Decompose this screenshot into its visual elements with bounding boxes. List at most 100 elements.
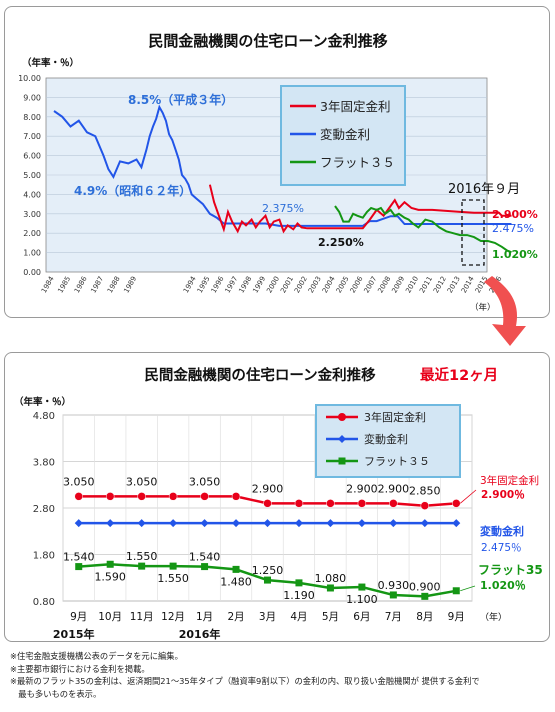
fixed-point [326,499,335,508]
flat-point [264,576,271,584]
fixed-data-label: 3.050 [63,475,95,488]
fixed-point [200,492,209,501]
top-x-unit: （年） [470,302,496,313]
fixed-point [294,499,304,508]
flat-point [169,562,177,570]
top-series-line [208,184,512,234]
top-end-label-fixed: 2.900% [492,208,538,221]
top-series-line [53,104,512,227]
flat-data-label: 0.930 [378,579,410,592]
bottom-legend-label: 3年固定金利 [364,410,426,424]
fixed-data-label: 3.050 [189,475,221,488]
top-x-tick-label: 2012 [432,275,448,294]
top-y-tick-label: 8.00 [23,113,41,122]
top-x-tick-label: 1999 [251,275,267,294]
bottom-x-tick-label: 9月 [70,611,87,623]
variable-point [452,519,461,528]
flat-data-label: 0.900 [409,580,441,593]
top-x-tick-label: 2002 [293,275,309,294]
bottom-x-tick-label: 6月 [353,611,370,623]
fixed-data-label: 2.900 [252,482,284,495]
bottom-year-label: 2015年 [53,627,95,641]
top-x-tick-label: 1989 [122,275,138,294]
top-chart-title: 民間金融機関の住宅ローン金利推移 [148,32,387,50]
variable-point [420,519,429,528]
bottom-x-tick-label: 1月 [196,611,213,623]
bottom-end-value-fixed: 2.900％ [481,489,525,501]
flat-data-label: 1.590 [94,570,126,583]
flat-data-label: 1.550 [157,572,189,585]
top-x-tick-label: 1998 [237,275,253,294]
top-x-tick-label: 2001 [279,275,295,294]
top-y-tick-label: 7.00 [23,132,41,141]
bottom-x-tick-label: 2月 [227,611,244,623]
top-x-tick-label: 1986 [73,275,89,295]
top-x-tick-label: 1987 [89,275,105,294]
fixed-point [105,492,115,501]
top-x-tick-label: 2009 [390,275,406,294]
bottom-x-tick-label: 10月 [98,611,122,623]
footnote: ※住宅金融支援機構公表のデータを元に編集。 [10,651,183,661]
bottom-legend-marker [338,435,346,443]
footnote: 最も多いものを表示。 [10,688,102,699]
variable-point [200,519,209,528]
bottom-legend-marker [338,413,346,421]
top-y-tick-label: 9.00 [23,93,41,102]
flat-point [106,560,114,568]
fixed-data-label: 2.900 [378,482,410,495]
flat-point [452,587,460,595]
variable-point [294,519,303,528]
bottom-y-tick-label: 2.80 [33,504,55,515]
variable-point [263,519,272,528]
top-x-tick-label: 2015 [474,275,490,294]
variable-point [326,519,335,528]
bottom-y-tick-label: 1.80 [33,551,55,562]
fixed-low-annotation: 2.250% [318,236,364,249]
bottom-end-value-variable: 2.475％ [481,542,522,554]
top-end-label-flat: 1.020% [492,248,538,261]
bottom-x-tick-label: 8月 [416,611,433,623]
top-y-tick-label: 10.00 [18,74,41,83]
flat-point [138,562,146,570]
flat-callout-line [460,585,476,592]
bottom-y-tick-label: 0.80 [33,597,55,608]
flat-data-label: 1.550 [126,550,158,563]
sep2016-label: 2016年９月 [448,182,520,197]
bottom-chart-subtitle: 最近12ヶ月 [420,366,498,384]
flat-data-label: 1.100 [346,593,378,606]
flat-data-label: 1.250 [252,564,284,577]
bottom-x-tick-label: 7月 [385,611,402,623]
bottom-unit-label: （年率・％） [14,396,71,408]
bottom-x-tick-label: 3月 [259,611,276,623]
top-y-tick-label: 5.00 [23,171,41,180]
bottom-legend-label: フラット３５ [364,455,430,468]
bottom-end-name-variable: 変動金利 [480,524,524,538]
flat-data-label: 1.080 [315,572,347,585]
flat-point [326,584,334,592]
top-x-tick-label: 1984 [40,275,56,295]
flat-point [232,565,240,573]
top-legend-label: 変動金利 [320,127,370,142]
bottom-x-tick-label: 12月 [161,611,185,623]
bottom-chart-title: 民間金融機関の住宅ローン金利推移 [144,366,376,384]
fixed-callout-line [460,489,477,504]
flat-point [421,592,429,600]
fixed-point [389,499,398,508]
bottom-legend-marker [338,457,346,465]
bottom-x-unit: （年） [480,611,507,623]
fixed-point [231,492,241,501]
fixed-point [137,492,146,501]
variable-point [169,519,178,528]
top-legend-label: フラット３５ [320,155,395,170]
flat-point [389,591,397,599]
top-x-tick-label: 1997 [224,275,240,294]
top-y-tick-label: 3.00 [23,210,41,219]
flat-data-label: 1.540 [63,551,95,564]
variable-point [106,519,115,528]
variable-annotation: 2.375% [262,202,304,215]
bottom-end-value-flat: 1.020％ [480,579,526,592]
bottom-legend-label: 変動金利 [364,432,408,446]
top-y-tick-label: 2.00 [23,229,41,238]
top-y-tick-label: 6.00 [23,152,41,161]
